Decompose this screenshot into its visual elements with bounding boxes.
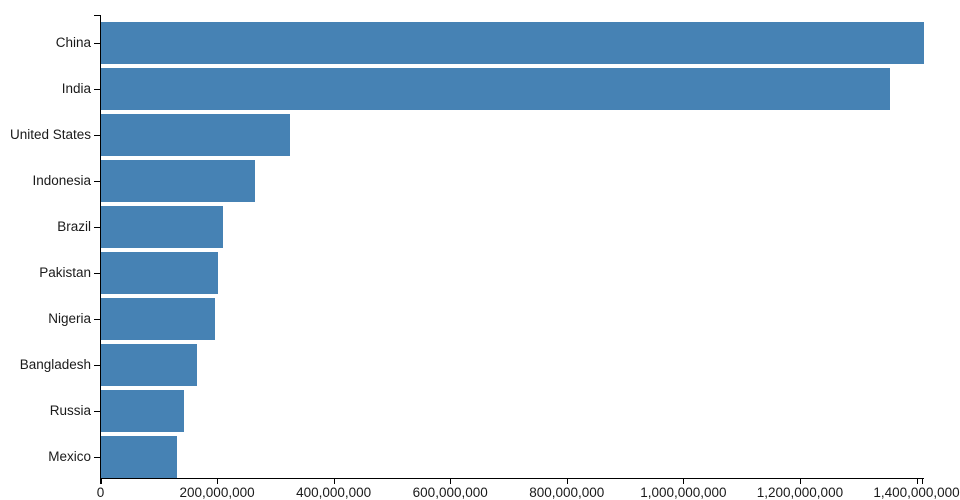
bar [101,114,291,156]
bar [101,160,256,202]
bar [101,206,223,248]
category-label: China [55,35,91,50]
x-tick [217,478,218,484]
bar [101,298,215,340]
x-tick-label: 200,000,000 [179,485,255,500]
category-label: Mexico [48,449,91,464]
category-label: Russia [49,403,91,418]
x-tick [334,478,335,484]
category-label: Indonesia [32,173,91,188]
y-tick [94,227,100,228]
x-tick-label: 1,000,000,000 [640,485,727,500]
y-tick [94,319,100,320]
x-tick-label: 1,400,000,000 [873,485,960,500]
bar [101,68,890,110]
x-tick-label: 400,000,000 [296,485,372,500]
y-tick [94,457,100,458]
x-tick [917,478,918,484]
category-label: Brazil [57,219,91,234]
x-axis-outer-tick-end [922,478,923,484]
y-axis-outer-tick [94,15,100,16]
y-tick [94,135,100,136]
y-tick [94,89,100,90]
y-tick [94,43,100,44]
bar [101,344,198,386]
x-tick-label: 600,000,000 [412,485,488,500]
bar [101,390,185,432]
x-axis-outer-tick-start [100,478,101,484]
x-tick-label: 1,200,000,000 [756,485,844,500]
y-tick [94,273,100,274]
category-label: Bangladesh [19,357,91,372]
x-tick [450,478,451,484]
x-tick-label: 0 [96,485,105,500]
x-tick [683,478,684,484]
x-tick-label: 800,000,000 [529,485,605,500]
category-label: India [61,81,91,96]
bar [101,252,218,294]
category-label: Nigeria [48,311,91,326]
x-axis-line [100,478,924,479]
category-label: Pakistan [39,265,91,280]
category-label: United States [9,127,91,142]
y-axis-line [100,15,101,479]
x-tick [800,478,801,484]
y-tick [94,181,100,182]
y-tick [94,411,100,412]
y-tick [94,365,100,366]
x-tick [101,478,102,484]
bar [101,22,924,64]
x-tick [567,478,568,484]
bar [101,436,177,478]
